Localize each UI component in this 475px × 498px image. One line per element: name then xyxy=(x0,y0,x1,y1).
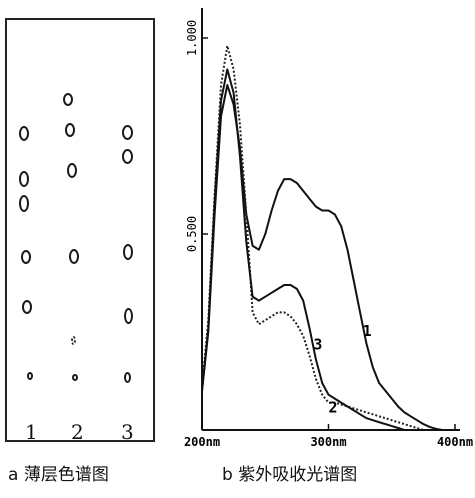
tlc-spot xyxy=(22,300,32,314)
tlc-spot xyxy=(122,149,133,164)
lane-label-1: 1 xyxy=(25,420,38,444)
tlc-caption: a 薄层色谱图 xyxy=(8,465,109,485)
tlc-spot xyxy=(72,374,78,381)
tlc-spot xyxy=(19,171,29,187)
tlc-spot xyxy=(124,308,133,324)
tlc-spot xyxy=(65,123,75,137)
lane-label-3: 3 xyxy=(121,420,134,444)
tlc-spot xyxy=(27,372,33,380)
tlc-spot xyxy=(124,372,131,383)
series-line-2 xyxy=(201,44,455,431)
uv-caption: b 紫外吸收光谱图 xyxy=(222,465,358,485)
tlc-spot xyxy=(19,126,29,141)
tlc-spot xyxy=(69,249,79,264)
x-tick-label: 300nm xyxy=(310,435,346,449)
y-tick-label: 0.500 xyxy=(185,216,199,252)
series-label-1: 1 xyxy=(363,322,372,340)
y-tick-label: 1.000 xyxy=(185,20,199,56)
tlc-spot xyxy=(123,244,133,260)
tlc-spot xyxy=(67,163,77,178)
series-line-3 xyxy=(201,68,455,431)
tlc-spot xyxy=(71,336,76,345)
x-tick-label: 200nm xyxy=(184,435,220,449)
tlc-spot xyxy=(19,195,29,212)
tlc-plate: 1 2 3 xyxy=(5,18,155,444)
tlc-spot xyxy=(63,93,73,106)
x-tick-label: 400nm xyxy=(437,435,473,449)
series-label-3: 3 xyxy=(313,335,322,353)
tlc-spot xyxy=(122,125,133,140)
lane-label-2: 2 xyxy=(71,420,84,444)
series-label-2: 2 xyxy=(329,399,338,417)
series-line-1 xyxy=(201,84,455,431)
tlc-spot xyxy=(21,250,31,264)
uv-spectrum-chart: 200nm 300nm 400nm 0.500 1.000 1 2 3 xyxy=(184,8,473,449)
